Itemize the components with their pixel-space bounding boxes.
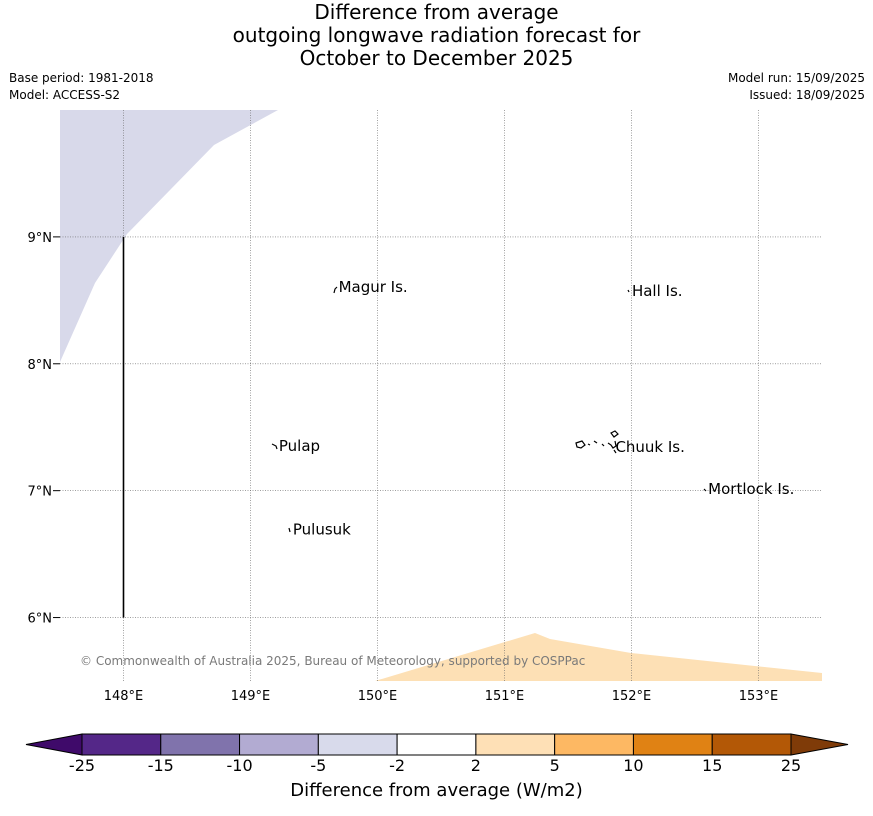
title-line-2: outgoing longwave radiation forecast for [232, 23, 641, 47]
issued-date: Issued: 18/09/2025 [749, 88, 865, 102]
colorbar-segment [81, 733, 162, 756]
colorbar-segment [632, 733, 713, 756]
island-outlines [271, 286, 707, 533]
colorbar-segment [554, 733, 634, 756]
lat-tick-label: 7°N [28, 485, 53, 500]
model-run: Model run: 15/09/2025 [727, 71, 865, 85]
title-line-1: Difference from average [314, 0, 559, 24]
colorbar-tick: -25 [69, 756, 95, 775]
colorbar-segment [396, 733, 477, 756]
colorbar-tick: 25 [781, 756, 801, 775]
colorbar-extend-low [25, 733, 83, 756]
lon-tick-label: 153°E [739, 689, 779, 704]
colorbar-segment [160, 733, 241, 756]
lon-tick-label: 149°E [231, 689, 271, 704]
colorbar-tick: 2 [471, 756, 481, 775]
lat-tick-label: 8°N [28, 358, 53, 373]
place-label: Hall Is. [632, 282, 683, 300]
place-label: Pulusuk [293, 521, 351, 539]
copyright-notice: © Commonwealth of Australia 2025, Bureau… [80, 654, 585, 668]
region-negative-anomaly [60, 110, 278, 362]
colorbar-tick: -15 [148, 756, 174, 775]
colorbar-segment [711, 733, 792, 756]
colorbar-tick: -2 [389, 756, 405, 775]
colorbar-extend-high [790, 733, 849, 756]
lon-tick-label: 148°E [104, 689, 144, 704]
gridlines [53, 110, 822, 681]
meta-right: Model run: 15/09/2025 Issued: 18/09/2025 [728, 70, 865, 104]
place-label: Chuuk Is. [615, 438, 684, 456]
colorbar-tick: -10 [226, 756, 252, 775]
colorbar-tick: -5 [310, 756, 326, 775]
colorbar-segment [475, 733, 556, 756]
lon-tick-label: 151°E [485, 689, 525, 704]
longitude-ticks: 148°E 149°E 150°E 151°E 152°E 153°E [104, 689, 779, 704]
colorbar-tick: 15 [702, 756, 722, 775]
lon-tick-label: 150°E [358, 689, 398, 704]
colorbar-segment [239, 733, 319, 756]
lat-tick-label: 6°N [28, 612, 53, 627]
region-positive-anomaly [375, 633, 822, 681]
meta-left: Base period: 1981-2018 Model: ACCESS-S2 [9, 70, 154, 104]
colorbar-tick: 10 [623, 756, 643, 775]
colorbar [25, 733, 849, 756]
colorbar-tick-labels: -25 -15 -10 -5 -2 2 5 10 15 25 [69, 756, 801, 775]
lon-tick-label: 152°E [612, 689, 652, 704]
colorbar-tick: 5 [550, 756, 560, 775]
place-label: Magur Is. [339, 278, 408, 296]
latitude-ticks: 9°N 8°N 7°N 6°N [28, 231, 53, 627]
lat-tick-label: 9°N [28, 231, 53, 246]
model-name: Model: ACCESS-S2 [9, 88, 121, 102]
title-line-3: October to December 2025 [299, 46, 574, 70]
place-label: Pulap [279, 437, 320, 455]
colorbar-title: Difference from average (W/m2) [290, 780, 583, 801]
map-title: Difference from average outgoing longwav… [0, 1, 873, 70]
base-period: Base period: 1981-2018 [9, 71, 154, 85]
place-label: Mortlock Is. [708, 480, 794, 498]
colorbar-segment [317, 733, 398, 756]
place-labels: Magur Is. Hall Is. Pulap Chuuk Is. Mortlock … [279, 278, 794, 538]
